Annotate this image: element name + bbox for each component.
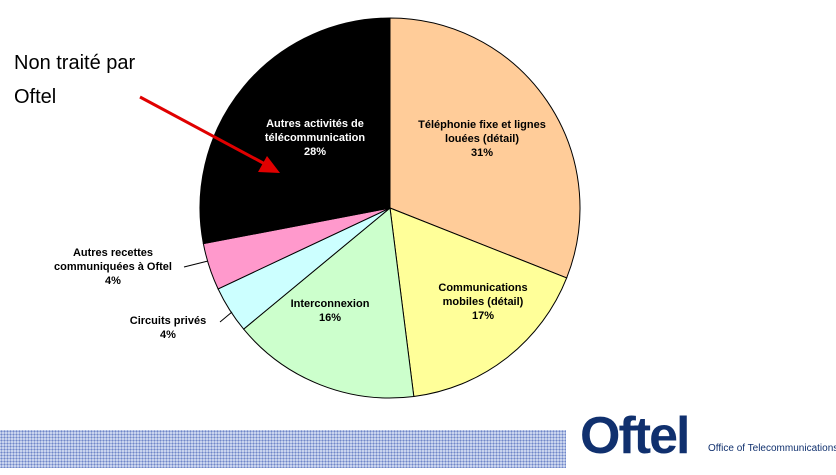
slice-label: Autres recettes communiquées à Oftel 4% (48, 246, 178, 288)
value-label: 28% (303, 146, 327, 158)
slice-label: Communications mobiles (détail) 17% (418, 281, 548, 323)
value-label: 17% (471, 310, 495, 322)
slice-label: Interconnexion 16% (275, 297, 385, 325)
pie-slice (389, 207, 568, 398)
slice-label: Autres activités de télécommunication 28% (240, 117, 390, 159)
pie-slice (199, 17, 391, 245)
category-label: Interconnexion (290, 298, 370, 310)
logo-subtitle: Office of Telecommunications (708, 443, 836, 454)
logo: Oftel (580, 407, 690, 465)
category-label: Autres recettes communiquées à Oftel (54, 247, 172, 273)
annotation: Non traité par Oftel (14, 52, 136, 108)
pie-slice (389, 17, 581, 279)
leader-line (219, 311, 233, 323)
category-label: Circuits privés (129, 315, 207, 327)
slice-label: Téléphonie fixe et lignes louées (détail… (402, 118, 562, 160)
value-label: 4% (105, 275, 121, 287)
category-label: Autres activités de télécommunication (264, 118, 366, 144)
pie-slice (242, 207, 415, 399)
value-label: 4% (160, 329, 176, 341)
footer-band (0, 430, 566, 468)
value-label: 16% (318, 312, 342, 324)
category-label: Téléphonie fixe et lignes louées (détail… (418, 119, 546, 145)
slice-label: Circuits privés 4% (108, 314, 228, 342)
value-label: 31% (470, 147, 494, 159)
category-label: Communications mobiles (détail) (438, 282, 528, 308)
leader-line (183, 260, 209, 268)
